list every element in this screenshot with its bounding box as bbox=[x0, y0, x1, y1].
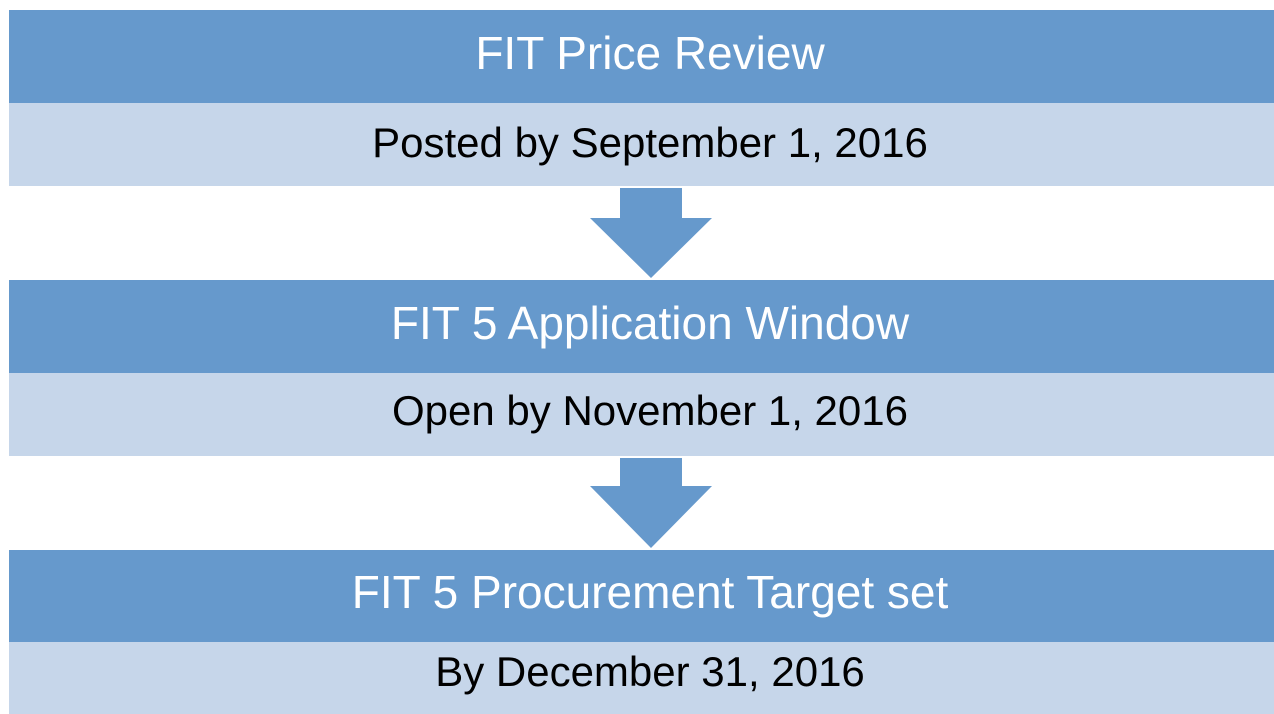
arrow bbox=[590, 458, 712, 548]
arrow bbox=[590, 188, 712, 278]
step-body bbox=[9, 642, 1274, 714]
step-header bbox=[9, 10, 1274, 103]
step-body bbox=[9, 103, 1274, 186]
step-title: FIT 5 Procurement Target set bbox=[352, 566, 949, 618]
step: FIT 5 Procurement Target set By December… bbox=[9, 550, 1274, 714]
step: FIT Price Review Posted by September 1, … bbox=[9, 10, 1274, 186]
step-title: FIT 5 Application Window bbox=[391, 297, 910, 349]
step-title: FIT Price Review bbox=[475, 27, 825, 79]
step-header bbox=[9, 550, 1274, 642]
step-header bbox=[9, 280, 1274, 373]
step-detail: Posted by September 1, 2016 bbox=[372, 119, 928, 166]
step: FIT 5 Application Window Open by Novembe… bbox=[9, 280, 1274, 456]
step-detail: Open by November 1, 2016 bbox=[392, 387, 908, 434]
step-body bbox=[9, 373, 1274, 456]
step-detail: By December 31, 2016 bbox=[435, 648, 865, 695]
